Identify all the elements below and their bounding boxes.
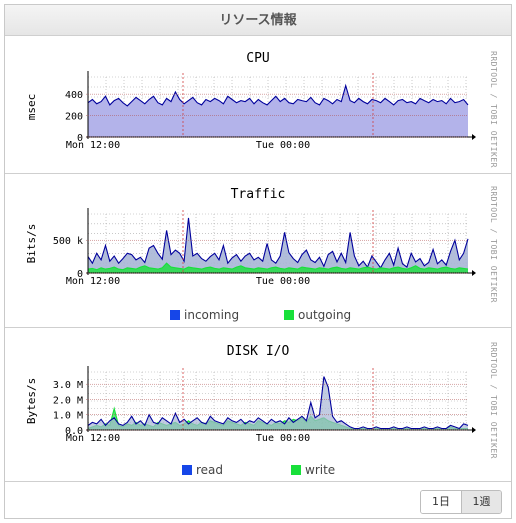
y-tick-label: 2.0 M xyxy=(53,395,83,406)
legend-label-read: read xyxy=(196,463,223,477)
read-series-area xyxy=(88,376,468,430)
x-tick-label: Tue 00:00 xyxy=(256,433,310,444)
x-tick-label: Tue 00:00 xyxy=(256,276,310,287)
y-tick-label: 400 xyxy=(65,90,83,101)
y-tick-label: 200 xyxy=(65,112,83,123)
range-1-week-button[interactable]: 1週 xyxy=(461,491,501,513)
y-axis-label: msec xyxy=(25,94,38,121)
cpu-series-area xyxy=(88,85,468,137)
panel-title: リソース情報 xyxy=(5,5,511,36)
x-tick-label: Mon 12:00 xyxy=(66,276,120,287)
y-tick-label: 0.0 xyxy=(65,426,83,437)
x-tick-label: Tue 00:00 xyxy=(256,140,310,151)
legend-label-write: write xyxy=(305,463,335,477)
rrdtool-watermark: RRDTOOL / TOBI OETIKER xyxy=(489,51,498,168)
legend-label-incoming: incoming xyxy=(184,308,239,322)
x-axis-arrow xyxy=(472,427,476,433)
read-series-line xyxy=(87,376,469,430)
y-tick-label: 0 xyxy=(77,133,83,144)
y-tick-label: 3.0 M xyxy=(53,380,83,391)
chart-title: CPU xyxy=(246,51,269,66)
y-axis-label: Bits/s xyxy=(25,224,38,264)
chart-title: Traffic xyxy=(231,187,286,202)
y-tick-label: 500 k xyxy=(53,236,83,247)
outgoing-series-line xyxy=(87,262,469,271)
x-axis-arrow xyxy=(472,134,476,140)
x-tick-label: Mon 12:00 xyxy=(66,433,120,444)
traffic-graph-section: Traffic RRDTOOL / TOBI OETIKER 500 k 0 Bits/… xyxy=(5,174,511,328)
x-tick-label: Mon 12:00 xyxy=(66,140,120,151)
rrdtool-watermark: RRDTOOL / TOBI OETIKER xyxy=(489,342,498,459)
y-tick-label: 0 xyxy=(77,269,83,280)
y-tick-label: 1.0 M xyxy=(53,411,83,422)
resource-info-panel: リソース情報 CPU RRDTOOL / TOBI OETIKER 400 200 0 m… xyxy=(4,4,512,519)
y-axis-label: Bytes/s xyxy=(25,378,38,424)
legend-swatch-outgoing xyxy=(284,310,294,320)
legend-swatch-read xyxy=(182,465,192,475)
panel-footer: 1日 1週 xyxy=(5,482,511,518)
incoming-series-line xyxy=(87,217,469,269)
cpu-chart: CPU RRDTOOL / TOBI OETIKER 400 200 0 msec Mon … xyxy=(25,51,498,168)
x-axis-arrow xyxy=(472,270,476,276)
range-1-day-button[interactable]: 1日 xyxy=(421,491,461,513)
traffic-chart: Traffic RRDTOOL / TOBI OETIKER 500 k 0 Bits/… xyxy=(25,186,498,322)
disk-io-graph-section: DISK I/O RRDTOOL / TOBI OETIKER 3.0 M 2.0 M… xyxy=(5,328,511,482)
legend-swatch-write xyxy=(291,465,301,475)
time-range-selector: 1日 1週 xyxy=(420,490,502,514)
legend-label-outgoing: outgoing xyxy=(298,308,351,322)
cpu-graph-section: CPU RRDTOOL / TOBI OETIKER 400 200 0 msec Mon … xyxy=(5,37,511,174)
rrdtool-watermark: RRDTOOL / TOBI OETIKER xyxy=(489,186,498,303)
disk-io-chart: DISK I/O RRDTOOL / TOBI OETIKER 3.0 M 2.0 M… xyxy=(25,342,498,477)
legend-swatch-incoming xyxy=(170,310,180,320)
chart-title: DISK I/O xyxy=(227,344,290,359)
cpu-series-line xyxy=(87,83,469,107)
